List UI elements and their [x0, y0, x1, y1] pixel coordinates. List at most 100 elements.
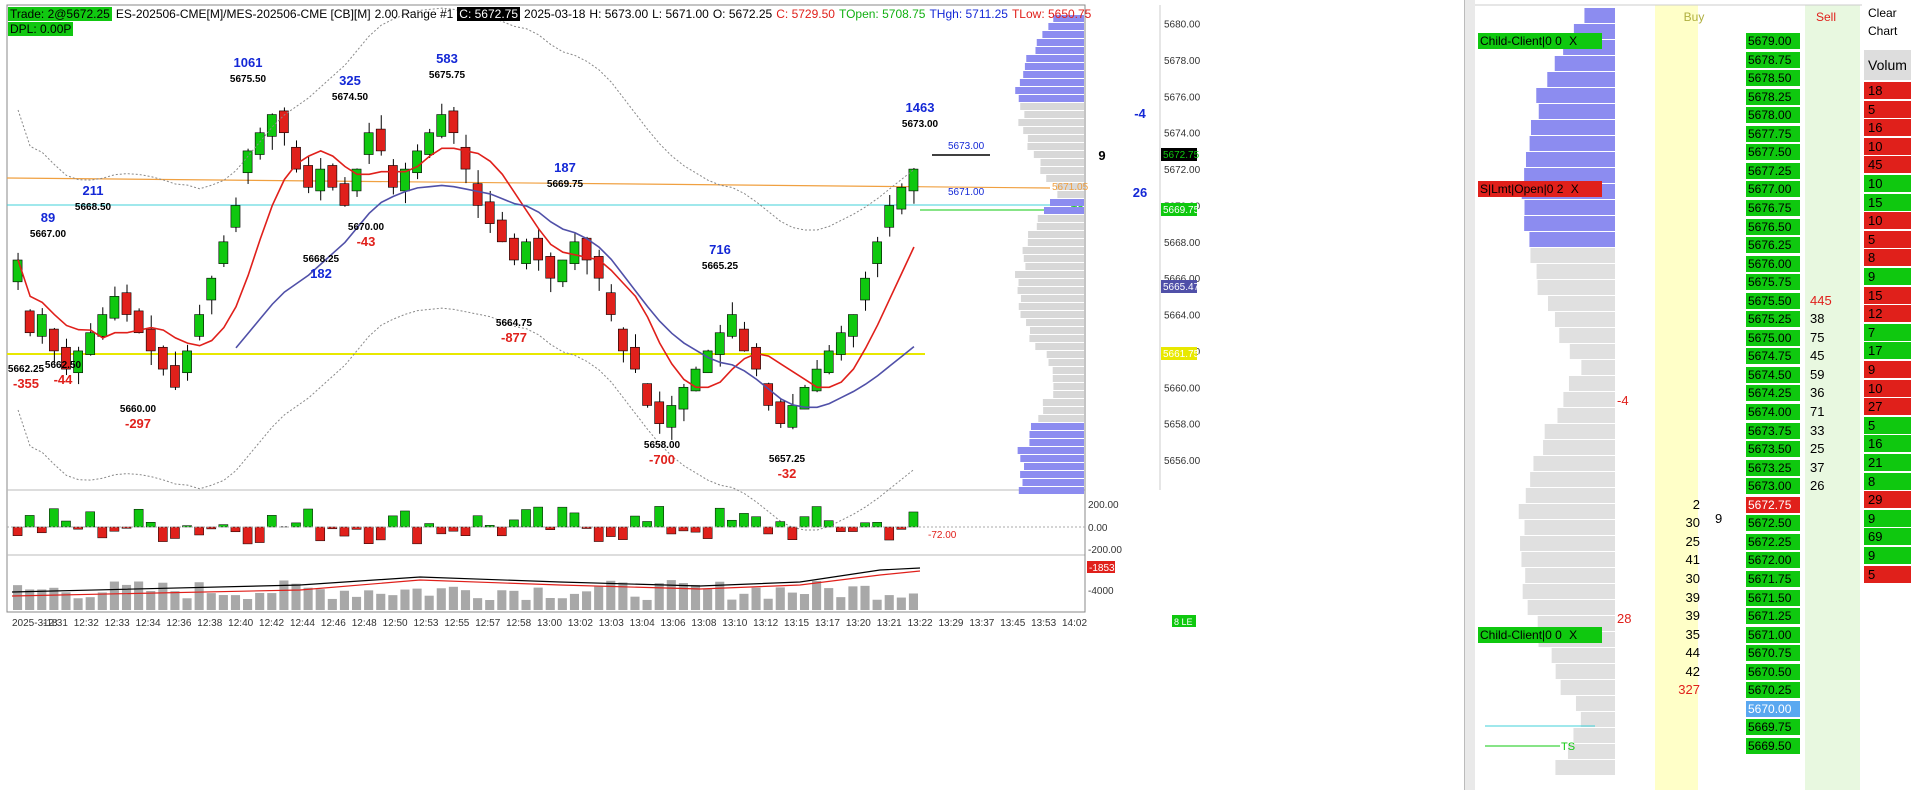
dom-price-cell[interactable]: 5670.25 — [1746, 682, 1800, 700]
price-annotation: 5665.25 — [702, 261, 739, 272]
dom-price-cell[interactable]: 5674.00 — [1746, 404, 1800, 421]
time-axis-label: 13:08 — [691, 618, 716, 629]
time-axis-label: 13:06 — [661, 618, 686, 629]
dom-profile-bar — [1555, 760, 1615, 775]
dom-buy-size[interactable]: 35 — [1685, 626, 1700, 642]
clear-button[interactable]: Clear — [1868, 6, 1897, 20]
dom-price-cell[interactable]: 5670.00 — [1746, 700, 1800, 718]
dom-price-cell[interactable]: 5672.25 — [1746, 533, 1800, 551]
dom-price-cell[interactable]: 5675.75 — [1746, 274, 1800, 292]
volume-bar — [533, 587, 543, 610]
dom-price-cell[interactable]: 5678.00 — [1746, 107, 1800, 125]
dom-sell-size[interactable]: 26 — [1810, 478, 1825, 494]
volume-bar — [134, 581, 144, 610]
dom-buy-size[interactable]: 39 — [1685, 589, 1700, 605]
dom-price-cell[interactable]: 5671.50 — [1746, 589, 1800, 607]
dom-buy-size[interactable]: 42 — [1685, 663, 1700, 679]
dom-price-cell[interactable]: 5676.75 — [1746, 199, 1800, 217]
price-chart[interactable]: 5680.00 5678.00 5676.00 5674.00 5672.00 5670.… — [0, 0, 1470, 790]
dom-price-cell[interactable]: 5674.75 — [1746, 348, 1800, 366]
dom-price-cell[interactable]: 5673.50 — [1746, 441, 1800, 459]
candle — [557, 259, 568, 283]
dom-buy-size[interactable]: 25 — [1685, 533, 1700, 549]
oscillator-bar — [24, 515, 35, 528]
order-box[interactable]: Child-Client|0 0 X — [1478, 33, 1602, 49]
dom-buy-size[interactable]: 2 — [1692, 496, 1700, 512]
order-box[interactable]: S|Lmt|Open|0 2 X — [1478, 181, 1602, 198]
cancel-order-button[interactable]: X — [1570, 182, 1579, 197]
dom-price-cell[interactable]: 5677.25 — [1746, 162, 1800, 180]
chart-panel[interactable]: 5680.00 5678.00 5676.00 5674.00 5672.00 5670.… — [0, 0, 1470, 790]
dom-price-cell[interactable]: 5671.75 — [1746, 570, 1800, 588]
volume-bar — [37, 589, 47, 610]
dom-price-cell[interactable]: 5676.50 — [1746, 218, 1800, 236]
oscillator-bar — [448, 526, 459, 532]
dom-price-cell[interactable]: 5673.00 — [1746, 478, 1800, 496]
dom-price-cell[interactable]: 5670.75 — [1746, 645, 1800, 663]
dom-sell-size[interactable]: 59 — [1810, 366, 1825, 382]
dom-price-cell[interactable]: 5672.75 — [1746, 496, 1800, 514]
oscillator-bar — [557, 506, 568, 528]
dom-price-cell[interactable]: 5671.25 — [1746, 608, 1800, 626]
dom-price-cell[interactable]: 5672.00 — [1746, 552, 1800, 570]
dom-price-cell[interactable]: 5674.50 — [1746, 366, 1800, 384]
dom-price-cell[interactable]: 5670.50 — [1746, 663, 1800, 681]
dom-price-cell[interactable]: 5676.25 — [1746, 237, 1800, 255]
dom-price-cell[interactable]: 5669.50 — [1746, 737, 1800, 755]
dom-sell-size[interactable]: 25 — [1810, 441, 1825, 457]
dom-price-cell[interactable]: 5678.75 — [1746, 51, 1800, 69]
dom-sell-size[interactable]: 33 — [1810, 422, 1825, 438]
volume-profile-bar — [1050, 199, 1084, 206]
dom-price-cell[interactable]: 5669.75 — [1746, 719, 1800, 737]
dom-price-cell[interactable]: 5677.75 — [1746, 125, 1800, 143]
dom-price-cell[interactable]: 5675.00 — [1746, 329, 1800, 347]
dom-price-cell[interactable]: 5674.25 — [1746, 385, 1800, 403]
dom-price-cell[interactable]: 5678.25 — [1746, 88, 1800, 106]
dom-price-cell[interactable]: 5673.75 — [1746, 422, 1800, 440]
dom-price-cell[interactable]: 5677.50 — [1746, 144, 1800, 162]
dom-price-cell[interactable]: 5675.50 — [1746, 292, 1800, 310]
volume-cell: 29 — [1864, 491, 1911, 510]
dom-price-cell[interactable]: 5677.00 — [1746, 181, 1800, 199]
order-box[interactable]: Child-Client|0 0 X — [1478, 626, 1602, 643]
status-badge-bg — [1172, 615, 1196, 627]
oscillator-bar — [412, 526, 422, 545]
dom-price-cell[interactable]: 5673.25 — [1746, 459, 1800, 477]
dom-buy-size[interactable]: 41 — [1685, 552, 1700, 568]
dom-price-cell[interactable]: 5678.50 — [1746, 70, 1800, 88]
dom-price-cell[interactable]: 5676.00 — [1746, 255, 1800, 273]
oscillator-bar — [605, 526, 616, 537]
dom-price-cell[interactable]: 5672.50 — [1746, 515, 1800, 533]
dom-price-cell[interactable]: 5671.00 — [1746, 626, 1800, 644]
dom-profile-bar — [1573, 728, 1615, 743]
volume-profile-bar — [1042, 31, 1084, 38]
candle — [835, 332, 846, 355]
dom-sell-size[interactable]: 71 — [1810, 404, 1825, 419]
candle — [654, 401, 665, 424]
dom-price-cell[interactable]: 5679.00 — [1746, 33, 1800, 50]
dom-sell-size[interactable]: 36 — [1810, 385, 1825, 401]
dom-sell-size[interactable]: 38 — [1810, 311, 1825, 327]
oscillator-bar — [315, 526, 326, 542]
dom-buy-size[interactable]: 30 — [1685, 515, 1700, 531]
dom-sell-size[interactable]: 37 — [1810, 459, 1825, 475]
status-badge: 8 LE — [1174, 617, 1193, 627]
dom-sell-size[interactable]: 445 — [1810, 292, 1832, 308]
dom-price-cell[interactable]: 5675.25 — [1746, 311, 1800, 329]
cancel-order-button[interactable]: X — [1569, 627, 1578, 642]
cancel-order-button[interactable]: X — [1569, 34, 1578, 48]
price-annotation: 5668.50 — [75, 202, 112, 213]
dom-sell-size[interactable]: 75 — [1810, 329, 1825, 345]
dom-sell-size[interactable]: 45 — [1810, 348, 1825, 364]
dom-buy-size[interactable]: 44 — [1685, 645, 1700, 661]
chart-button[interactable]: Chart — [1868, 24, 1898, 38]
yellow-price-tag: 5661.75 — [1163, 349, 1200, 360]
dom-buy-size[interactable]: 39 — [1685, 608, 1700, 624]
dom-buy-size[interactable]: 30 — [1685, 570, 1700, 586]
dom-buy-size[interactable]: 327 — [1678, 682, 1700, 698]
volume-cell: 27 — [1864, 398, 1911, 417]
dom-ladder[interactable]: TS -4 9 28 — [1475, 0, 1911, 790]
oscillator-bar — [242, 526, 253, 545]
time-axis-label: 12:50 — [383, 618, 408, 629]
order-qty: 2 — [1553, 182, 1567, 197]
